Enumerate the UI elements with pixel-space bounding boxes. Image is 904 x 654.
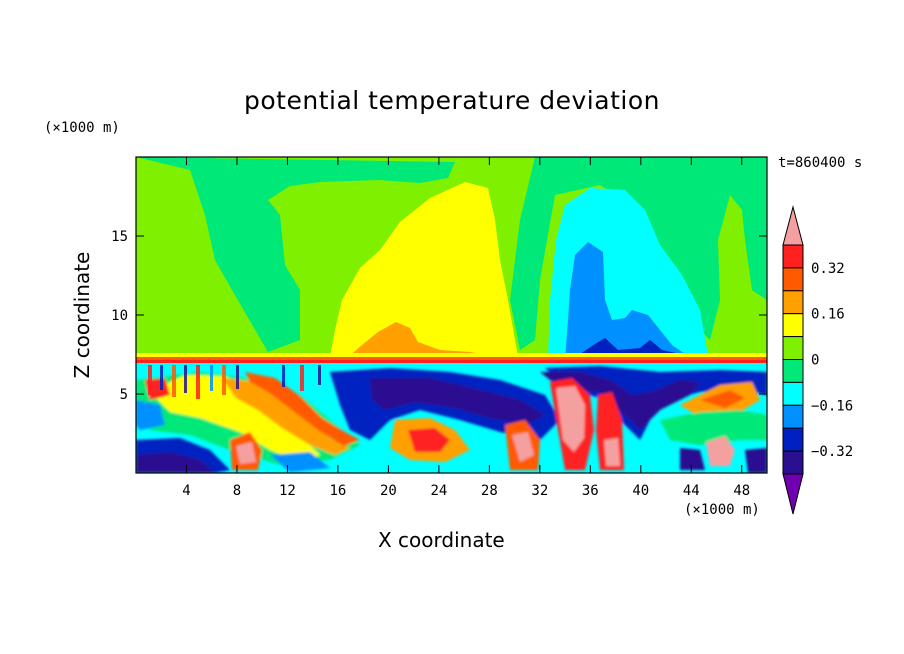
y-tick-label: 5 — [120, 387, 128, 403]
colorbar-tick-label: 0.16 — [811, 307, 845, 323]
field-upper-green-right — [510, 157, 767, 350]
colorbar-segment — [782, 404, 804, 429]
x-tick-label: 28 — [481, 483, 498, 499]
interface-stripe-orange — [136, 357, 767, 360]
lower-navy-bottom-left — [136, 438, 230, 473]
colorbar-segment — [782, 359, 804, 383]
lower-pink-left-2 — [512, 432, 534, 462]
x-tick-label: 8 — [233, 483, 241, 499]
field-cold-core — [565, 242, 700, 360]
lower-pink-right — [706, 436, 735, 466]
chart-title: potential temperature deviation — [244, 86, 660, 115]
x-axis-label: X coordinate — [378, 528, 505, 552]
colorbar — [782, 205, 804, 515]
x-axis-unit: (×1000 m) — [684, 502, 760, 518]
colorbar-tick-label: −0.32 — [811, 444, 853, 460]
lower-blue-patch-1 — [136, 400, 165, 430]
lower-purple-bottom-left — [136, 448, 215, 473]
colorbar-tick-label: 0 — [811, 353, 819, 369]
lower-pink-left-1 — [236, 442, 256, 464]
lower-streaks — [148, 365, 321, 399]
x-tick-label: 44 — [683, 483, 700, 499]
x-tick-label: 24 — [430, 483, 447, 499]
x-tick-label: 48 — [733, 483, 750, 499]
y-tick-label: 15 — [111, 229, 128, 245]
colorbar-segment — [782, 244, 804, 269]
colorbar-tick-label: 0.32 — [811, 261, 845, 277]
lower-yellow-band — [150, 375, 320, 462]
field-upper-green-left — [136, 157, 455, 352]
colorbar-segment — [782, 290, 804, 315]
lower-orange-band — [222, 378, 350, 455]
y-tick-label: 10 — [111, 308, 128, 324]
lower-pink-column-2 — [604, 438, 620, 466]
x-tick-label: 20 — [380, 483, 397, 499]
colorbar-segment — [782, 336, 804, 361]
x-tick-label: 36 — [582, 483, 599, 499]
lower-purple-bottom-3 — [745, 448, 767, 473]
y-ticks: 5 10 15 — [111, 229, 767, 403]
colorbar-segment — [782, 450, 804, 475]
lower-blue-patch-2 — [270, 452, 330, 472]
colorbar-extend-min — [782, 473, 804, 515]
lower-green-right — [660, 410, 767, 445]
lower-purple-band — [370, 378, 545, 425]
x-tick-label: 40 — [632, 483, 649, 499]
x-tick-label: 16 — [329, 483, 346, 499]
colorbar-segment — [782, 381, 804, 406]
colorbar-segment — [782, 427, 804, 452]
y-axis-unit: (×1000 m) — [44, 120, 120, 136]
colorbar-extend-max — [782, 205, 804, 246]
time-label: t=860400 s — [778, 155, 863, 171]
colorbar-segment — [782, 267, 804, 292]
x-tick-label: 12 — [279, 483, 296, 499]
interface-stripe-red — [136, 360, 767, 363]
lower-red-patch — [408, 428, 450, 452]
colorbar-ticks: 0.32 0.16 0 −0.16 −0.32 — [811, 261, 853, 460]
lower-pink-column-1 — [556, 386, 585, 452]
field-lower-pattern — [136, 366, 767, 473]
colorbar-segment — [782, 313, 804, 338]
field-warm-core — [345, 322, 500, 360]
contour-field — [136, 157, 767, 473]
lower-red-right — [700, 390, 745, 408]
interface-stripe-yellow — [136, 353, 767, 357]
colorbar-tick-label: −0.16 — [811, 398, 853, 414]
x-ticks: 4 8 12 16 20 24 28 32 36 40 44 48 — [182, 157, 750, 499]
lower-purple-bottom-2 — [680, 448, 705, 470]
x-tick-label: 32 — [531, 483, 548, 499]
field-warm-plume — [330, 182, 518, 357]
x-tick-label: 4 — [182, 483, 190, 499]
lower-red-band — [245, 372, 360, 446]
